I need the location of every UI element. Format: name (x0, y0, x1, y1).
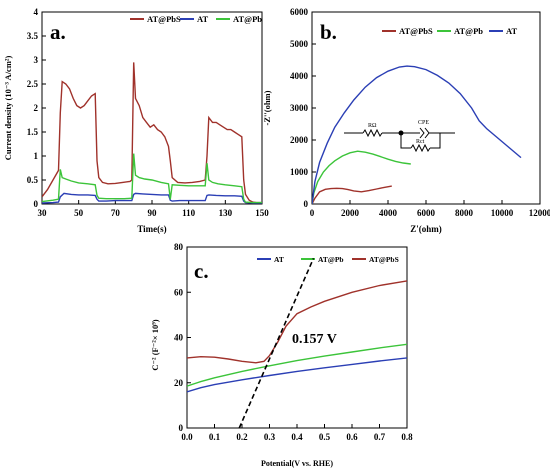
circuit-wire (400, 133, 411, 149)
y-tick-label: 3 (34, 55, 39, 65)
x-tick-label: 90 (148, 208, 158, 218)
x-tick-label: 12000 (529, 208, 550, 218)
resistor-rct-symbol (410, 143, 431, 153)
x-tick-label: 4000 (379, 208, 398, 218)
legend-label: AT@PbS (147, 14, 181, 24)
tangent-fit-line (238, 257, 315, 429)
series-line-at-pb (312, 150, 411, 204)
y-tick-label: 4 (34, 7, 39, 17)
x-tick-label: 0.8 (401, 432, 413, 442)
circuit-wire (430, 133, 441, 149)
legend-label: AT (197, 14, 209, 24)
resistor-rs-symbol (362, 128, 383, 138)
plot-frame (41, 11, 263, 205)
x-tick-label: 8000 (455, 208, 474, 218)
x-tick-label: 130 (219, 208, 233, 218)
chart-panel-c: 0.0 0.1 0.2 0.3 0.4 0.5 0.6 0.7 0.8 0 20 40 60 80 Pote… (150, 242, 413, 468)
series-line-at-pb (187, 343, 407, 387)
x-tick-label: 0 (310, 208, 315, 218)
plot-frame (311, 11, 541, 205)
x-tick-label: 0.2 (236, 432, 248, 442)
y-tick-label: 2 (34, 103, 39, 113)
flatband-potential-annotation: 0.157 V (292, 332, 337, 347)
y-tick-label: 6000 (290, 7, 309, 17)
x-axis-label: Z'(ohm) (410, 224, 442, 234)
y-tick-label: 80 (174, 242, 184, 252)
y-tick-label: 5000 (290, 39, 309, 49)
x-axis-label: Potential(V vs. RHE) (261, 459, 333, 468)
series-line-at-pb (42, 153, 262, 204)
legend-label: AT (274, 255, 284, 264)
series-line-at (187, 357, 407, 393)
x-tick-label: 2000 (341, 208, 360, 218)
y-tick-label: 60 (174, 287, 184, 297)
cpe-symbol (419, 127, 430, 139)
y-tick-label: 1000 (290, 167, 309, 177)
inset-label-cpe: CPE (418, 120, 429, 126)
x-tick-label: 70 (111, 208, 121, 218)
legend-label: AT@PbS (369, 255, 399, 264)
legend-label: AT@Pb (318, 255, 344, 264)
x-tick-label: 110 (182, 208, 196, 218)
y-tick-label: 2000 (290, 135, 309, 145)
legend-label: AT@Pb (233, 14, 262, 24)
x-tick-label: 0.3 (264, 432, 276, 442)
y-tick-label: 40 (174, 333, 184, 343)
x-tick-label: 150 (255, 208, 269, 218)
y-axis-label: Current density (10⁻³ A/cm²) (3, 56, 13, 161)
x-tick-label: 0.5 (319, 432, 331, 442)
inset-label-rs: RΩ (368, 123, 377, 129)
x-tick-label: 50 (74, 208, 84, 218)
x-tick-label: 6000 (417, 208, 436, 218)
y-tick-label: 0 (304, 199, 309, 209)
y-tick-label: 20 (174, 378, 184, 388)
x-tick-label: 10000 (491, 208, 514, 218)
series-line-at-pbs (42, 62, 262, 204)
x-axis-label: Time(s) (137, 224, 166, 234)
x-tick-label: 0.4 (291, 432, 303, 442)
y-tick-label: 0 (34, 199, 39, 209)
chart-panel-a: 30 50 70 90 110 130 150 0 0.5 1 1.5 2 2.5 3 3.5 4 Time(s… (3, 7, 269, 234)
legend-label: AT@Pb (454, 26, 483, 36)
legend-label: AT@PbS (399, 26, 433, 36)
legend-label: AT (506, 26, 518, 36)
y-tick-label: 3.5 (27, 31, 39, 41)
panel-label: b. (320, 20, 337, 44)
y-axis-label: -Z''(ohm) (262, 90, 272, 125)
series-line-at-pbs (312, 185, 392, 204)
y-tick-label: 4000 (290, 71, 309, 81)
x-tick-label: 30 (38, 208, 48, 218)
y-axis-label: C⁻² (F⁻²× 10⁹) (150, 319, 160, 370)
y-tick-label: 2.5 (27, 79, 39, 89)
panel-label: c. (194, 259, 209, 283)
chart-panel-b: 0 2000 4000 6000 8000 10000 12000 0 1000 2000 3000… (262, 7, 550, 234)
panel-label: a. (50, 20, 66, 44)
series-line-at-pbs (187, 280, 407, 364)
y-tick-label: 3000 (290, 103, 309, 113)
equivalent-circuit-inset: RΩ CPE Rct (344, 120, 455, 153)
series-line-at (42, 192, 262, 204)
y-tick-label: 0.5 (27, 175, 39, 185)
x-tick-label: 0.7 (374, 432, 386, 442)
inset-label-rct: Rct (416, 139, 425, 145)
x-tick-label: 0.1 (209, 432, 221, 442)
y-tick-label: 1.5 (27, 127, 39, 137)
y-tick-label: 1 (34, 151, 39, 161)
x-tick-label: 0.6 (346, 432, 358, 442)
y-tick-label: 0 (179, 423, 184, 433)
x-tick-label: 0.0 (181, 432, 193, 442)
series-line-at (312, 65, 522, 204)
